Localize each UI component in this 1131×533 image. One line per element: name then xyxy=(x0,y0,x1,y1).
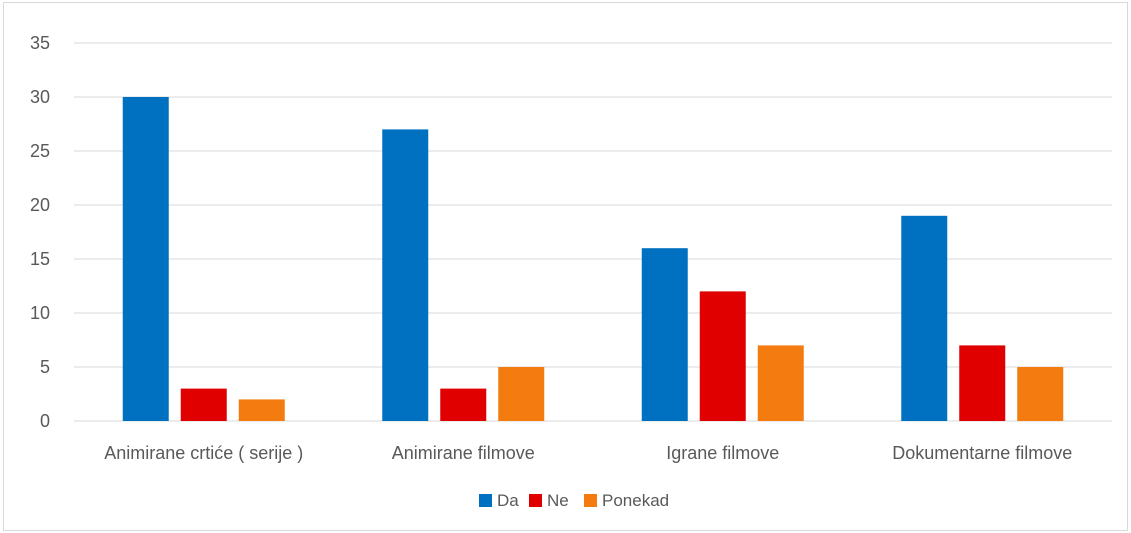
bar-ne-0 xyxy=(180,388,227,421)
bar-da-1 xyxy=(382,129,429,421)
legend-label-ne: Ne xyxy=(547,491,569,510)
bar-da-2 xyxy=(641,248,688,421)
y-tick-label: 0 xyxy=(40,411,50,431)
gridlines xyxy=(74,42,1112,422)
bar-da-3 xyxy=(901,215,948,421)
x-category-label: Animirane filmove xyxy=(392,443,535,463)
bar-ponekad-3 xyxy=(1017,367,1064,421)
y-tick-label: 15 xyxy=(30,249,50,269)
bar-ne-1 xyxy=(440,388,487,421)
y-tick-label: 35 xyxy=(30,33,50,53)
bar-ponekad-1 xyxy=(498,367,545,421)
y-tick-label: 5 xyxy=(40,357,50,377)
bar-ne-3 xyxy=(959,345,1006,421)
bar-ponekad-2 xyxy=(757,345,804,421)
bar-ponekad-0 xyxy=(238,399,285,421)
x-category-label: Igrane filmove xyxy=(666,443,779,463)
legend-label-da: Da xyxy=(497,491,519,510)
y-axis-tick-labels: 0 5 10 15 20 25 30 35 xyxy=(30,33,50,431)
x-axis-category-labels: Animirane crtiće ( serije ) Animirane fil… xyxy=(104,443,1072,463)
legend-label-ponekad: Ponekad xyxy=(602,491,669,510)
y-tick-label: 30 xyxy=(30,87,50,107)
x-category-label: Dokumentarne filmove xyxy=(892,443,1072,463)
bars xyxy=(122,97,1064,421)
bar-da-0 xyxy=(122,97,169,421)
x-category-label: Animirane crtiće ( serije ) xyxy=(104,443,303,463)
y-tick-label: 25 xyxy=(30,141,50,161)
legend-swatch-ponekad xyxy=(584,494,597,507)
y-tick-label: 10 xyxy=(30,303,50,323)
chart-area: 0 5 10 15 20 25 30 35 Animirane crtiće ( serije… xyxy=(3,2,1128,531)
legend-swatch-ne xyxy=(529,494,542,507)
legend-swatch-da xyxy=(479,494,492,507)
bar-ne-2 xyxy=(699,291,746,421)
y-tick-label: 20 xyxy=(30,195,50,215)
bar-chart: 0 5 10 15 20 25 30 35 Animirane crtiće ( serije… xyxy=(30,33,1112,510)
legend: Da Ne Ponekad xyxy=(479,491,669,510)
